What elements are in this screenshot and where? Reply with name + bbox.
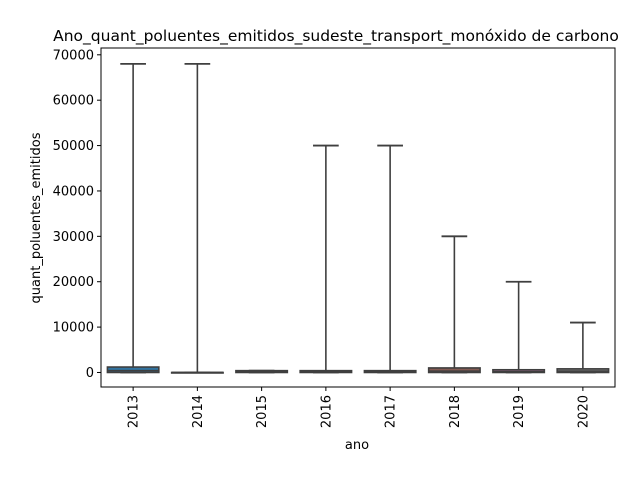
x-tick-label: 2018 <box>448 395 463 428</box>
y-tick-label: 60000 <box>53 94 94 109</box>
plot-area <box>106 62 610 374</box>
box-2020 <box>556 321 610 374</box>
y-tick-label: 40000 <box>53 184 94 199</box>
box-2013 <box>106 62 160 374</box>
box-2017 <box>363 144 417 374</box>
y-tick-label: 50000 <box>53 139 94 154</box>
x-tick-label: 2017 <box>384 395 399 428</box>
plot-frame <box>100 47 616 388</box>
box-2018 <box>427 235 481 374</box>
x-axis-label: ano <box>345 438 369 453</box>
x-tick-label: 2020 <box>576 395 591 428</box>
x-tick-label: 2015 <box>255 395 270 428</box>
y-tick-label: 70000 <box>53 48 94 63</box>
y-tick-label: 30000 <box>53 230 94 245</box>
x-axis: 2013 2014 2015 2016 2017 2018 2019 2020 <box>127 387 591 428</box>
box-body <box>106 366 160 374</box>
y-tick-label: 20000 <box>53 275 94 290</box>
box-2019 <box>492 280 546 374</box>
chart-title: Ano_quant_poluentes_emitidos_sudeste_tra… <box>53 27 619 46</box>
y-tick-label: 10000 <box>53 321 94 336</box>
x-tick-label: 2014 <box>191 395 206 428</box>
y-axis: 0 10000 20000 30000 40000 50000 60000 70000 <box>53 48 101 381</box>
box-2016 <box>299 144 353 374</box>
x-tick-label: 2013 <box>127 395 142 428</box>
y-axis-label: quant_poluentes_emitidos <box>29 132 44 303</box>
box-body <box>427 367 481 374</box>
box-2014 <box>170 62 224 374</box>
y-tick-label: 0 <box>86 366 94 381</box>
x-tick-label: 2019 <box>512 395 527 428</box>
box-2015 <box>235 369 289 374</box>
x-tick-label: 2016 <box>319 395 334 428</box>
